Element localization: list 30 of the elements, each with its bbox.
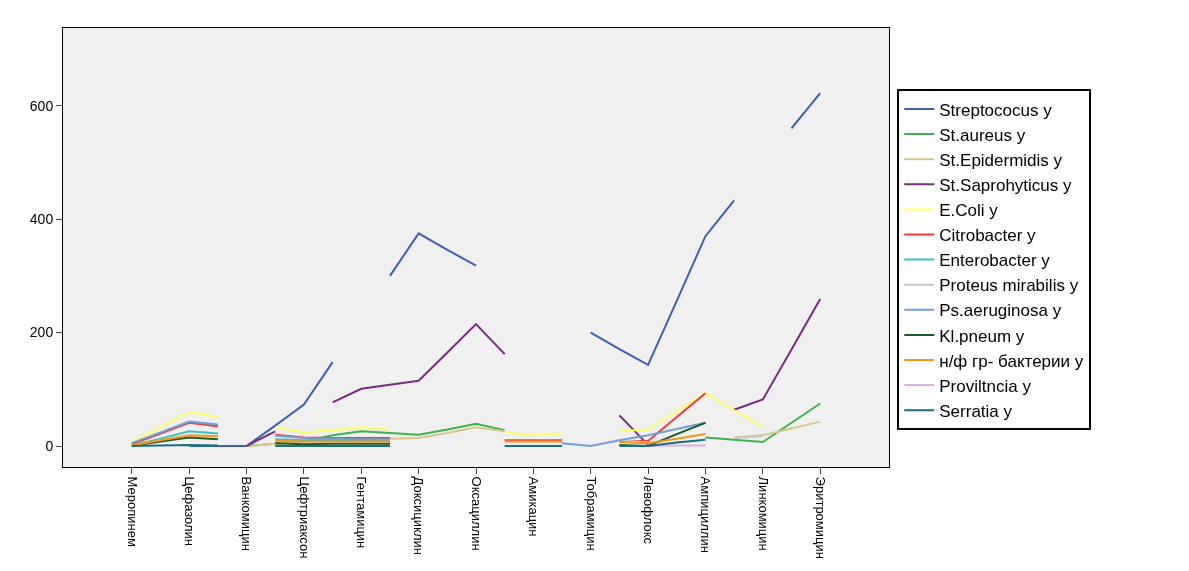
legend-label: Citrobacter y <box>939 226 1037 246</box>
legend-label: Kl.pneum y <box>939 326 1025 346</box>
y-tick-label: 400 <box>29 211 54 228</box>
x-tick-label: Ванкомицин <box>239 476 255 551</box>
legend-label: St.Saprohyticus y <box>939 175 1073 195</box>
x-tick-label: Меропинем <box>124 476 140 547</box>
x-tick-label: Цефазолин <box>181 476 197 547</box>
x-tick-label: Амикацин <box>526 476 542 537</box>
legend-label: н/ф гр- бактерии y <box>939 351 1084 371</box>
x-tick-label: Оксациллин <box>468 476 484 551</box>
y-tick-label: 0 <box>45 437 54 454</box>
legend-label: Enterobacter y <box>939 251 1051 271</box>
legend-label: Streptococus y <box>939 100 1053 120</box>
x-tick-label: Левофлокс <box>640 476 656 545</box>
legend-label: St.Epidermidis y <box>939 150 1063 170</box>
x-tick-label: Доксициклин <box>411 476 427 555</box>
legend-label: Ps.aeruginosa y <box>939 301 1062 321</box>
legend-label: E.Coli y <box>939 201 999 221</box>
x-tick-label: Гентамицин <box>354 476 370 549</box>
x-tick-label: Тобрамицин <box>583 476 599 551</box>
x-tick-label: Цефтриаксон <box>296 476 312 559</box>
x-tick-label: Эритромицин <box>812 476 828 559</box>
legend-label: Serratia y <box>939 401 1013 421</box>
legend-label: Proviltncia y <box>939 376 1032 396</box>
x-tick-label: Линкомицин <box>755 476 771 551</box>
y-tick-label: 600 <box>29 97 54 114</box>
x-tick-label: Ампициллин <box>698 476 714 553</box>
y-tick-label: 200 <box>29 324 54 341</box>
legend-label: St.aureus y <box>939 125 1026 145</box>
legend-label: Proteus mirabilis y <box>939 276 1079 296</box>
